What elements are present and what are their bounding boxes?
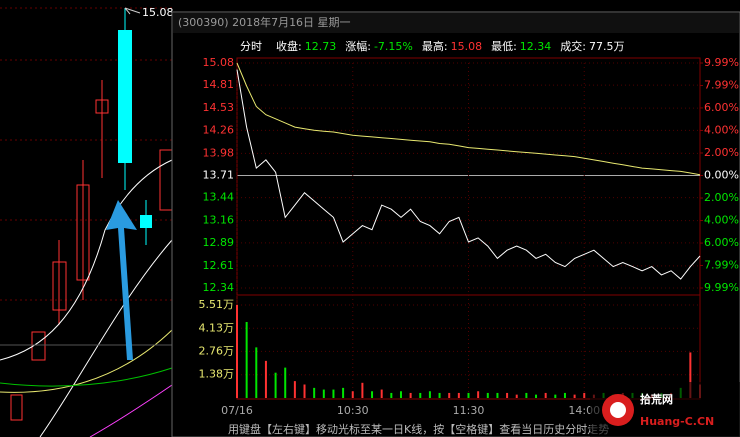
candle — [31, 331, 46, 361]
ma-line — [39, 239, 173, 437]
watermark-name: 拾荒网 — [640, 392, 673, 406]
y-tick-label: 14.81 — [203, 78, 235, 91]
info-value: -7.15% — [374, 40, 413, 53]
volume-tick-label: 1.38万 — [199, 368, 235, 381]
plot: 15.08 14.81 14.53 14.26 13.98 13.71 13.44 13.16… — [199, 56, 739, 417]
volume-tick-label: 2.76万 — [199, 344, 235, 357]
ma-line — [0, 367, 173, 387]
y2-tick-label: 7.99% — [704, 258, 739, 271]
y2-tick-label: 9.99% — [704, 281, 739, 294]
candle-high-label: 15.08 — [142, 6, 174, 19]
y-tick-label: 15.08 — [203, 56, 235, 69]
y2-tick-label: 0.00% — [704, 169, 739, 182]
high-marker — [124, 7, 141, 15]
y-tick-label: 14.53 — [203, 101, 235, 114]
info-value: 77.5万 — [589, 40, 625, 53]
candle — [76, 184, 90, 281]
candle — [10, 394, 23, 421]
average-line — [236, 62, 701, 176]
arrow — [106, 200, 137, 360]
mode-label: 分时 — [240, 40, 262, 53]
ma-line — [89, 384, 173, 437]
y-tick-label: 13.44 — [203, 191, 235, 204]
volume-tick-label: 5.51万 — [199, 298, 235, 311]
ma-line — [0, 329, 173, 393]
watermark-url: Huang-C.CN — [640, 415, 714, 428]
kline-background: 15.08 — [0, 6, 174, 437]
info-label: 成交: — [560, 39, 586, 53]
y2-tick-label: 9.99% — [704, 56, 739, 69]
info-value: 12.34 — [520, 40, 552, 53]
y2-tick-label: 6.00% — [704, 101, 739, 114]
y-tick-label: 13.16 — [203, 214, 235, 227]
x-tick-label: 10:30 — [337, 404, 369, 417]
y-tick-label: 12.89 — [203, 236, 235, 249]
y2-tick-label: 2.00% — [704, 191, 739, 204]
y-tick-label: 14.26 — [203, 123, 235, 136]
footer-hint: 用键盘【左右键】移动光标至某一日K线，按【空格键】查看当日历史分时走势 — [228, 422, 609, 436]
info-label: 收盘: — [276, 39, 302, 53]
candle — [95, 99, 109, 114]
y-tick-label: 13.71 — [203, 169, 235, 182]
x-tick-label: 11:30 — [453, 404, 485, 417]
info-label: 最高: — [422, 39, 448, 53]
y-tick-label: 13.98 — [203, 146, 235, 159]
popup-titlebar — [173, 13, 739, 33]
info-value: 12.73 — [305, 40, 337, 53]
info-value: 15.08 — [451, 40, 483, 53]
popup-title: (300390) 2018年7月16日 星期一 — [178, 15, 351, 29]
info-label: 最低: — [491, 40, 517, 53]
info-label: 涨幅: — [345, 40, 371, 53]
candle — [118, 30, 132, 163]
volume-tick-label: 4.13万 — [199, 321, 235, 334]
y2-tick-label: 7.99% — [704, 79, 739, 92]
y-tick-label: 12.34 — [203, 281, 235, 294]
price-line — [236, 69, 701, 280]
ma-line — [0, 159, 173, 361]
watermark-logo-inner — [610, 402, 626, 418]
y2-tick-label: 6.00% — [704, 236, 739, 249]
plot-frame — [236, 57, 701, 400]
y2-tick-label: 2.00% — [704, 146, 739, 159]
y2-tick-label: 4.00% — [704, 214, 739, 227]
candle — [52, 261, 67, 311]
y2-tick-label: 4.00% — [704, 123, 739, 136]
candle — [140, 215, 152, 228]
y-tick-label: 12.61 — [203, 259, 235, 272]
x-tick-label: 07/16 — [221, 404, 253, 417]
info-bar: 收盘: 12.73 涨幅: -7.15% 最高: 15.08 最低: 12.34 成交: 77.5… — [276, 39, 625, 53]
